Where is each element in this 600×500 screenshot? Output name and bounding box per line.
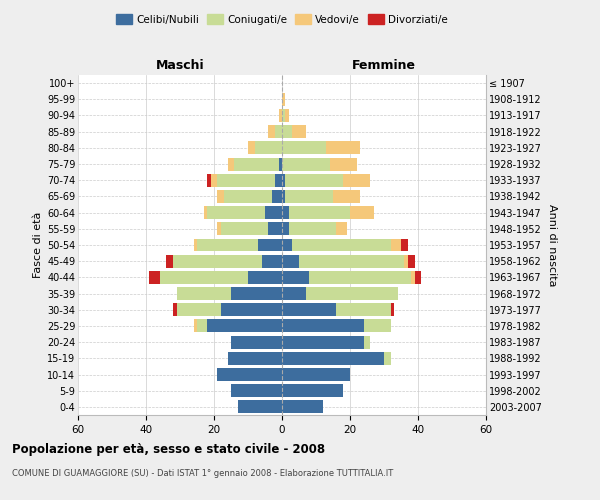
Bar	[217, 222, 221, 235]
Bar	[364, 336, 370, 348]
Bar	[282, 254, 299, 268]
Bar	[309, 271, 411, 284]
Bar	[278, 158, 282, 170]
Bar	[364, 320, 391, 332]
Bar	[268, 125, 275, 138]
Bar	[221, 304, 282, 316]
Bar	[286, 190, 333, 203]
Y-axis label: Anni di nascita: Anni di nascita	[547, 204, 557, 286]
Bar	[217, 368, 282, 381]
Bar	[292, 125, 306, 138]
Text: Maschi: Maschi	[155, 59, 205, 72]
Y-axis label: Fasce di età: Fasce di età	[32, 212, 43, 278]
Bar	[258, 238, 282, 252]
Bar	[282, 336, 364, 348]
Bar	[255, 142, 282, 154]
Bar	[333, 190, 360, 203]
Bar	[401, 238, 408, 252]
Bar	[262, 254, 282, 268]
Bar	[227, 352, 282, 365]
Bar	[211, 174, 217, 186]
Bar	[282, 271, 309, 284]
Bar	[227, 158, 235, 170]
Bar	[275, 174, 282, 186]
Bar	[231, 287, 282, 300]
Bar	[299, 254, 404, 268]
Text: COMUNE DI GUAMAGGIORE (SU) - Dati ISTAT 1° gennaio 2008 - Elaborazione TUTTITALI: COMUNE DI GUAMAGGIORE (SU) - Dati ISTAT …	[12, 468, 393, 477]
Bar	[306, 287, 398, 300]
Bar	[224, 190, 272, 203]
Bar	[221, 222, 268, 235]
Text: Femmine: Femmine	[352, 59, 416, 72]
Bar	[207, 174, 211, 186]
Bar	[415, 271, 421, 284]
Bar	[282, 158, 329, 170]
Bar	[286, 109, 289, 122]
Bar	[282, 368, 350, 381]
Bar	[282, 206, 289, 219]
Bar	[272, 190, 282, 203]
Bar	[235, 158, 278, 170]
Bar	[282, 222, 289, 235]
Bar	[391, 304, 394, 316]
Bar	[197, 238, 258, 252]
Bar	[282, 304, 337, 316]
Bar	[194, 320, 197, 332]
Bar	[286, 174, 343, 186]
Bar	[278, 109, 282, 122]
Bar	[231, 384, 282, 397]
Bar	[194, 238, 197, 252]
Bar	[384, 352, 391, 365]
Bar	[265, 206, 282, 219]
Bar	[391, 238, 401, 252]
Bar	[282, 384, 343, 397]
Bar	[176, 304, 221, 316]
Bar	[197, 320, 207, 332]
Bar	[343, 174, 370, 186]
Bar	[204, 206, 207, 219]
Bar	[160, 271, 248, 284]
Bar	[282, 142, 326, 154]
Bar	[411, 271, 415, 284]
Bar	[282, 190, 286, 203]
Bar	[292, 238, 391, 252]
Bar	[166, 254, 173, 268]
Bar	[289, 222, 337, 235]
Bar	[238, 400, 282, 413]
Bar	[282, 400, 323, 413]
Bar	[231, 336, 282, 348]
Bar	[207, 320, 282, 332]
Bar	[329, 158, 357, 170]
Bar	[173, 254, 262, 268]
Bar	[337, 304, 391, 316]
Bar	[275, 125, 282, 138]
Bar	[337, 222, 347, 235]
Bar	[282, 109, 286, 122]
Bar	[217, 174, 275, 186]
Bar	[149, 271, 160, 284]
Bar	[248, 142, 255, 154]
Bar	[248, 271, 282, 284]
Bar	[282, 287, 306, 300]
Bar	[282, 125, 292, 138]
Bar	[350, 206, 374, 219]
Bar	[173, 304, 176, 316]
Bar	[404, 254, 408, 268]
Bar	[176, 287, 231, 300]
Bar	[289, 206, 350, 219]
Bar	[282, 320, 364, 332]
Legend: Celibi/Nubili, Coniugati/e, Vedovi/e, Divorziati/e: Celibi/Nubili, Coniugati/e, Vedovi/e, Di…	[112, 10, 452, 29]
Bar	[282, 352, 384, 365]
Bar	[282, 174, 286, 186]
Bar	[408, 254, 415, 268]
Bar	[207, 206, 265, 219]
Bar	[282, 238, 292, 252]
Text: Popolazione per età, sesso e stato civile - 2008: Popolazione per età, sesso e stato civil…	[12, 442, 325, 456]
Bar	[268, 222, 282, 235]
Bar	[217, 190, 224, 203]
Bar	[326, 142, 360, 154]
Bar	[282, 93, 286, 106]
